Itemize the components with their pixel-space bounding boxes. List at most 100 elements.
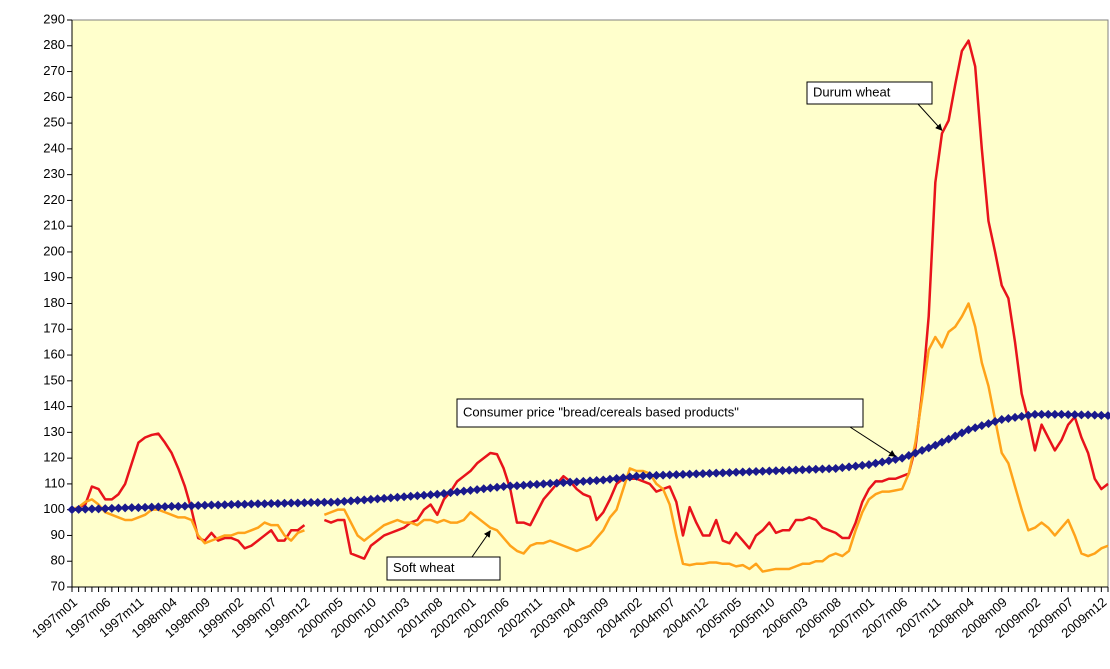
marker (1070, 410, 1080, 420)
marker (167, 501, 177, 511)
y-tick-label: 200 (43, 243, 65, 258)
marker (618, 473, 628, 483)
marker (585, 476, 595, 486)
marker (326, 497, 336, 507)
marker (658, 470, 668, 480)
marker (758, 466, 768, 476)
y-tick-label: 180 (43, 295, 65, 310)
marker (857, 460, 867, 470)
marker (645, 471, 655, 481)
marker (844, 462, 854, 472)
marker (113, 503, 123, 513)
marker (864, 460, 874, 470)
y-tick-label: 270 (43, 63, 65, 78)
marker (751, 467, 761, 477)
y-tick-label: 90 (51, 527, 65, 542)
marker (346, 496, 356, 506)
marker (851, 461, 861, 471)
marker (1023, 410, 1033, 420)
marker (127, 503, 137, 513)
marker (260, 499, 270, 509)
marker (831, 463, 841, 473)
marker (578, 476, 588, 486)
series-label: Soft wheat (393, 560, 455, 575)
y-tick-label: 160 (43, 346, 65, 361)
marker (333, 497, 343, 507)
marker (492, 482, 502, 492)
marker (977, 421, 987, 431)
marker (379, 493, 389, 503)
marker (572, 477, 582, 487)
marker (266, 498, 276, 508)
marker (744, 467, 754, 477)
marker (1010, 412, 1020, 422)
y-tick-label: 190 (43, 269, 65, 284)
marker (1050, 409, 1060, 419)
marker (738, 467, 748, 477)
marker (372, 494, 382, 504)
marker (558, 478, 568, 488)
marker (426, 490, 436, 500)
y-tick-label: 150 (43, 372, 65, 387)
marker (319, 497, 329, 507)
marker (811, 464, 821, 474)
marker (525, 480, 535, 490)
marker (339, 496, 349, 506)
y-tick-label: 210 (43, 218, 65, 233)
marker (505, 481, 515, 491)
callout-box (386, 556, 501, 581)
marker (552, 478, 562, 488)
marker (173, 501, 183, 511)
marker (1057, 409, 1067, 419)
marker (1037, 409, 1047, 419)
marker (698, 469, 708, 479)
marker (74, 504, 84, 514)
marker (519, 480, 529, 490)
marker (133, 503, 143, 513)
marker (890, 454, 900, 464)
marker (532, 479, 542, 489)
marker (598, 475, 608, 485)
marker (937, 437, 947, 447)
marker (678, 469, 688, 479)
marker (226, 500, 236, 510)
marker (180, 501, 190, 511)
y-tick-label: 260 (43, 89, 65, 104)
marker (592, 476, 602, 486)
marker (386, 493, 396, 503)
marker (691, 469, 701, 479)
marker (930, 440, 940, 450)
y-tick-label: 230 (43, 166, 65, 181)
marker (87, 504, 97, 514)
marker (485, 483, 495, 493)
marker (1030, 409, 1040, 419)
marker (798, 465, 808, 475)
marker (67, 505, 77, 515)
y-tick-label: 220 (43, 192, 65, 207)
marker (313, 497, 323, 507)
marker (824, 464, 834, 474)
marker (187, 501, 197, 511)
marker (240, 499, 250, 509)
marker (631, 471, 641, 481)
marker (100, 504, 110, 514)
y-tick-label: 280 (43, 37, 65, 52)
marker (565, 477, 575, 487)
marker (200, 500, 210, 510)
marker (286, 498, 296, 508)
marker (990, 417, 1000, 427)
marker (366, 494, 376, 504)
y-tick-label: 120 (43, 450, 65, 465)
marker (718, 468, 728, 478)
marker (997, 414, 1007, 424)
marker (213, 500, 223, 510)
marker (884, 456, 894, 466)
y-tick-label: 100 (43, 501, 65, 516)
marker (1076, 410, 1086, 420)
plot-area (71, 19, 1109, 588)
marker (399, 492, 409, 502)
marker (153, 502, 163, 512)
marker (970, 423, 980, 433)
marker (625, 472, 635, 482)
